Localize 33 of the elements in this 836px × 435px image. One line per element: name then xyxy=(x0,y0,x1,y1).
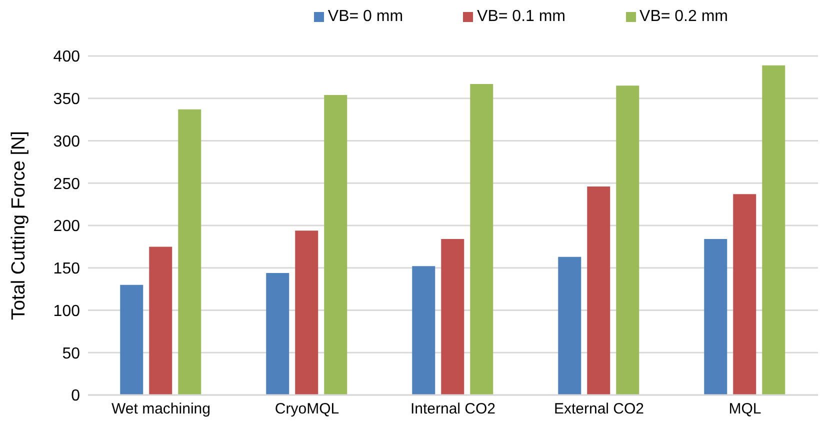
bar xyxy=(587,186,610,395)
bar xyxy=(733,194,756,395)
bar xyxy=(266,272,290,395)
bar xyxy=(762,65,786,395)
legend-label: VB= 0.1 mm xyxy=(477,8,566,25)
bar xyxy=(558,256,582,395)
bar xyxy=(470,84,494,395)
bar xyxy=(120,284,144,395)
y-tick-label: 50 xyxy=(62,345,80,362)
bar xyxy=(324,94,348,395)
bar xyxy=(441,239,464,395)
y-tick-label: 400 xyxy=(53,48,80,66)
bar xyxy=(616,86,640,395)
bar xyxy=(704,239,728,395)
legend-label: VB= 0 mm xyxy=(328,8,404,25)
y-tick-label: 300 xyxy=(53,133,80,150)
legend-label: VB= 0.2 mm xyxy=(640,8,728,25)
y-tick-label: 200 xyxy=(53,218,80,236)
y-tick-label: 100 xyxy=(53,302,80,320)
bar xyxy=(149,246,172,395)
y-tick-label: 150 xyxy=(53,260,80,278)
bar xyxy=(178,109,202,395)
bar xyxy=(412,266,436,395)
y-tick-label: 250 xyxy=(53,176,80,193)
y-tick-label: 0 xyxy=(71,388,80,405)
x-tick-label: External CO2 xyxy=(554,400,644,418)
bar xyxy=(295,230,318,395)
x-tick-label: Wet machining xyxy=(112,400,210,418)
x-tick-label: Internal CO2 xyxy=(410,400,496,418)
x-tick-label: MQL xyxy=(728,400,762,418)
x-tick-label: CryoMQL xyxy=(274,400,340,418)
y-tick-label: 350 xyxy=(53,91,80,108)
y-axis-title: Total Cutting Force [N] xyxy=(8,130,30,320)
